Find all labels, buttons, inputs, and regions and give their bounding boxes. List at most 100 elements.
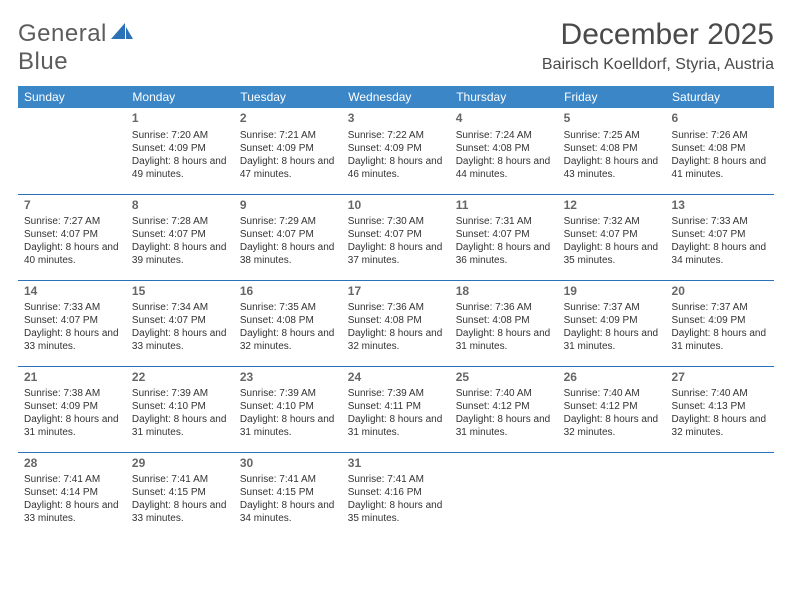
cell-line: Daylight: 8 hours and 34 minutes. bbox=[672, 241, 768, 267]
cell-line: Daylight: 8 hours and 47 minutes. bbox=[240, 155, 336, 181]
cell-line: Sunset: 4:09 PM bbox=[672, 314, 768, 327]
cell-line: Sunrise: 7:29 AM bbox=[240, 215, 336, 228]
week-row: 21Sunrise: 7:38 AMSunset: 4:09 PMDayligh… bbox=[18, 366, 774, 452]
logo: General Blue bbox=[18, 18, 133, 76]
day-number: 17 bbox=[348, 284, 444, 300]
cell-line: Daylight: 8 hours and 49 minutes. bbox=[132, 155, 228, 181]
day-number: 8 bbox=[132, 198, 228, 214]
day-cell: 25Sunrise: 7:40 AMSunset: 4:12 PMDayligh… bbox=[450, 366, 558, 452]
cell-line: Sunset: 4:09 PM bbox=[240, 142, 336, 155]
cell-line: Sunset: 4:07 PM bbox=[240, 228, 336, 241]
day-number: 11 bbox=[456, 198, 552, 214]
cell-line: Sunrise: 7:41 AM bbox=[348, 473, 444, 486]
cell-line: Sunrise: 7:40 AM bbox=[564, 387, 660, 400]
cell-line: Daylight: 8 hours and 32 minutes. bbox=[564, 413, 660, 439]
cell-line: Sunrise: 7:38 AM bbox=[24, 387, 120, 400]
cell-line: Sunset: 4:08 PM bbox=[672, 142, 768, 155]
cell-line: Sunrise: 7:20 AM bbox=[132, 129, 228, 142]
day-number: 2 bbox=[240, 111, 336, 127]
day-number: 6 bbox=[672, 111, 768, 127]
day-number: 16 bbox=[240, 284, 336, 300]
cell-line: Sunrise: 7:39 AM bbox=[132, 387, 228, 400]
cell-line: Sunrise: 7:30 AM bbox=[348, 215, 444, 228]
title-block: December 2025 Bairisch Koelldorf, Styria… bbox=[542, 18, 774, 74]
day-cell: 23Sunrise: 7:39 AMSunset: 4:10 PMDayligh… bbox=[234, 366, 342, 452]
day-cell bbox=[666, 452, 774, 538]
day-cell: 31Sunrise: 7:41 AMSunset: 4:16 PMDayligh… bbox=[342, 452, 450, 538]
week-row: 14Sunrise: 7:33 AMSunset: 4:07 PMDayligh… bbox=[18, 280, 774, 366]
cell-line: Sunset: 4:10 PM bbox=[240, 400, 336, 413]
cell-line: Sunrise: 7:36 AM bbox=[456, 301, 552, 314]
day-cell: 22Sunrise: 7:39 AMSunset: 4:10 PMDayligh… bbox=[126, 366, 234, 452]
cell-line: Sunrise: 7:33 AM bbox=[24, 301, 120, 314]
day-cell: 5Sunrise: 7:25 AMSunset: 4:08 PMDaylight… bbox=[558, 108, 666, 194]
day-header: Wednesday bbox=[342, 86, 450, 108]
day-cell: 21Sunrise: 7:38 AMSunset: 4:09 PMDayligh… bbox=[18, 366, 126, 452]
cell-line: Sunrise: 7:39 AM bbox=[348, 387, 444, 400]
cell-line: Sunset: 4:07 PM bbox=[132, 228, 228, 241]
cell-line: Sunset: 4:15 PM bbox=[132, 486, 228, 499]
cell-line: Sunset: 4:10 PM bbox=[132, 400, 228, 413]
cell-line: Sunset: 4:13 PM bbox=[672, 400, 768, 413]
location-text: Bairisch Koelldorf, Styria, Austria bbox=[542, 56, 774, 74]
cell-line: Daylight: 8 hours and 31 minutes. bbox=[564, 327, 660, 353]
logo-word1: General bbox=[18, 20, 107, 47]
cell-line: Sunrise: 7:40 AM bbox=[672, 387, 768, 400]
day-header: Saturday bbox=[666, 86, 774, 108]
cell-line: Daylight: 8 hours and 44 minutes. bbox=[456, 155, 552, 181]
cell-line: Sunset: 4:07 PM bbox=[348, 228, 444, 241]
page-title: December 2025 bbox=[542, 18, 774, 52]
day-cell: 16Sunrise: 7:35 AMSunset: 4:08 PMDayligh… bbox=[234, 280, 342, 366]
cell-line: Daylight: 8 hours and 46 minutes. bbox=[348, 155, 444, 181]
day-cell: 19Sunrise: 7:37 AMSunset: 4:09 PMDayligh… bbox=[558, 280, 666, 366]
cell-line: Daylight: 8 hours and 35 minutes. bbox=[348, 499, 444, 525]
logo-text-block: General Blue bbox=[18, 20, 133, 76]
cell-line: Sunrise: 7:41 AM bbox=[240, 473, 336, 486]
day-header: Sunday bbox=[18, 86, 126, 108]
day-number: 10 bbox=[348, 198, 444, 214]
cell-line: Daylight: 8 hours and 32 minutes. bbox=[672, 413, 768, 439]
day-cell: 4Sunrise: 7:24 AMSunset: 4:08 PMDaylight… bbox=[450, 108, 558, 194]
cell-line: Daylight: 8 hours and 33 minutes. bbox=[132, 499, 228, 525]
day-number: 4 bbox=[456, 111, 552, 127]
day-number: 20 bbox=[672, 284, 768, 300]
cell-line: Sunrise: 7:31 AM bbox=[456, 215, 552, 228]
day-cell: 18Sunrise: 7:36 AMSunset: 4:08 PMDayligh… bbox=[450, 280, 558, 366]
cell-line: Daylight: 8 hours and 31 minutes. bbox=[456, 327, 552, 353]
day-cell: 30Sunrise: 7:41 AMSunset: 4:15 PMDayligh… bbox=[234, 452, 342, 538]
day-number: 15 bbox=[132, 284, 228, 300]
cell-line: Sunset: 4:11 PM bbox=[348, 400, 444, 413]
day-header-row: SundayMondayTuesdayWednesdayThursdayFrid… bbox=[18, 86, 774, 108]
day-number: 21 bbox=[24, 370, 120, 386]
cell-line: Sunset: 4:08 PM bbox=[456, 142, 552, 155]
day-number: 13 bbox=[672, 198, 768, 214]
cell-line: Sunset: 4:14 PM bbox=[24, 486, 120, 499]
day-number: 18 bbox=[456, 284, 552, 300]
day-number: 22 bbox=[132, 370, 228, 386]
cell-line: Sunrise: 7:40 AM bbox=[456, 387, 552, 400]
day-number: 19 bbox=[564, 284, 660, 300]
cell-line: Sunset: 4:16 PM bbox=[348, 486, 444, 499]
cell-line: Sunrise: 7:26 AM bbox=[672, 129, 768, 142]
day-cell: 10Sunrise: 7:30 AMSunset: 4:07 PMDayligh… bbox=[342, 194, 450, 280]
day-cell bbox=[450, 452, 558, 538]
day-cell: 2Sunrise: 7:21 AMSunset: 4:09 PMDaylight… bbox=[234, 108, 342, 194]
day-cell: 27Sunrise: 7:40 AMSunset: 4:13 PMDayligh… bbox=[666, 366, 774, 452]
cell-line: Sunset: 4:07 PM bbox=[672, 228, 768, 241]
day-cell bbox=[18, 108, 126, 194]
logo-word2: Blue bbox=[18, 48, 68, 75]
cell-line: Sunset: 4:07 PM bbox=[456, 228, 552, 241]
cell-line: Daylight: 8 hours and 40 minutes. bbox=[24, 241, 120, 267]
day-cell: 9Sunrise: 7:29 AMSunset: 4:07 PMDaylight… bbox=[234, 194, 342, 280]
calendar-body: 1Sunrise: 7:20 AMSunset: 4:09 PMDaylight… bbox=[18, 108, 774, 538]
cell-line: Sunrise: 7:32 AM bbox=[564, 215, 660, 228]
day-cell: 11Sunrise: 7:31 AMSunset: 4:07 PMDayligh… bbox=[450, 194, 558, 280]
day-number: 7 bbox=[24, 198, 120, 214]
cell-line: Sunset: 4:12 PM bbox=[456, 400, 552, 413]
day-header: Monday bbox=[126, 86, 234, 108]
calendar-table: SundayMondayTuesdayWednesdayThursdayFrid… bbox=[18, 86, 774, 538]
cell-line: Daylight: 8 hours and 31 minutes. bbox=[24, 413, 120, 439]
day-cell: 13Sunrise: 7:33 AMSunset: 4:07 PMDayligh… bbox=[666, 194, 774, 280]
day-number: 28 bbox=[24, 456, 120, 472]
cell-line: Daylight: 8 hours and 35 minutes. bbox=[564, 241, 660, 267]
